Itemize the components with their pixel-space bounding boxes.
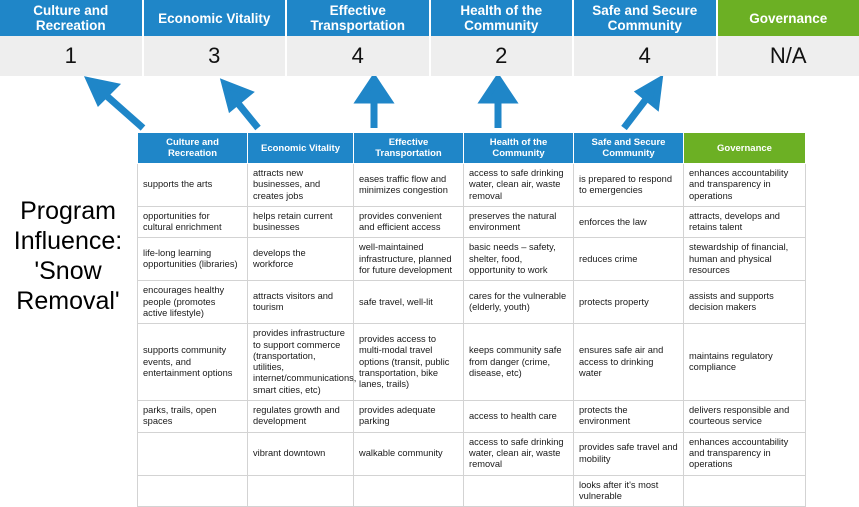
matrix-header-row: Culture and Recreation Economic Vitality… (138, 133, 806, 164)
matrix-cell: helps retain current businesses (248, 206, 354, 238)
scorecard-score-safe-and-secure-community: 4 (574, 36, 718, 76)
caption-line-1: Program (2, 196, 134, 226)
caption-line-3: 'Snow (2, 256, 134, 286)
scorecard-header-health-of-the-community: Health of the Community (431, 0, 575, 36)
matrix-cell: supports community events, and entertain… (138, 324, 248, 401)
scorecard-score-economic-vitality: 3 (144, 36, 288, 76)
matrix-cell: vibrant downtown (248, 432, 354, 475)
table-row: encourages healthy people (promotes acti… (138, 281, 806, 324)
scorecard-score-health-of-the-community: 2 (431, 36, 575, 76)
matrix-cell: cares for the vulnerable (elderly, youth… (464, 281, 574, 324)
matrix-cell: looks after it's most vulnerable (574, 475, 684, 507)
scorecard-header-row: Culture and Recreation Economic Vitality… (0, 0, 859, 36)
program-influence-caption: Program Influence: 'Snow Removal' (2, 196, 134, 316)
matrix-cell (684, 475, 806, 507)
matrix-cell: stewardship of financial, human and phys… (684, 238, 806, 281)
matrix-cell: attracts, develops and retains talent (684, 206, 806, 238)
matrix-cell: eases traffic flow and minimizes congest… (354, 164, 464, 207)
caption-line-2: Influence: (2, 226, 134, 256)
scorecard-header-governance: Governance (718, 0, 859, 36)
matrix-cell: provides convenient and efficient access (354, 206, 464, 238)
matrix-cell: is prepared to respond to emergencies (574, 164, 684, 207)
matrix-cell (354, 475, 464, 507)
arrow-icon-health-of-the-community (484, 79, 512, 128)
matrix-cell: life-long learning opportunities (librar… (138, 238, 248, 281)
influence-matrix: Culture and Recreation Economic Vitality… (137, 132, 805, 507)
matrix-cell: enhances accountability and transparency… (684, 432, 806, 475)
matrix-cell: regulates growth and development (248, 401, 354, 433)
arrow-icon-economic-vitality (225, 84, 258, 128)
matrix-cell (248, 475, 354, 507)
matrix-header-economic-vitality: Economic Vitality (248, 133, 354, 164)
matrix-cell: assists and supports decision makers (684, 281, 806, 324)
arrow-icon-safe-and-secure-community (624, 81, 659, 128)
matrix-header-effective-transportation: Effective Transportation (354, 133, 464, 164)
matrix-header: Culture and Recreation Economic Vitality… (138, 133, 806, 164)
matrix-cell: enhances accountability and transparency… (684, 164, 806, 207)
matrix-cell: provides adequate parking (354, 401, 464, 433)
scorecard-score-effective-transportation: 4 (287, 36, 431, 76)
matrix-header-health-of-the-community: Health of the Community (464, 133, 574, 164)
matrix-cell: well-maintained infrastructure, planned … (354, 238, 464, 281)
matrix-cell: delivers responsible and courteous servi… (684, 401, 806, 433)
matrix-cell (138, 432, 248, 475)
matrix-cell (138, 475, 248, 507)
matrix-cell: protects the environment (574, 401, 684, 433)
table-row: life-long learning opportunities (librar… (138, 238, 806, 281)
influence-matrix-table: Culture and Recreation Economic Vitality… (137, 132, 806, 507)
scorecard-header-safe-and-secure-community: Safe and Secure Community (574, 0, 718, 36)
scorecard-header-economic-vitality: Economic Vitality (144, 0, 288, 36)
matrix-cell: opportunities for cultural enrichment (138, 206, 248, 238)
matrix-cell: protects property (574, 281, 684, 324)
matrix-cell: parks, trails, open spaces (138, 401, 248, 433)
scorecard-header-effective-transportation: Effective Transportation (287, 0, 431, 36)
matrix-cell: ensures safe air and access to drinking … (574, 324, 684, 401)
matrix-cell: supports the arts (138, 164, 248, 207)
matrix-cell (464, 475, 574, 507)
matrix-cell: access to safe drinking water, clean air… (464, 164, 574, 207)
scorecard-header-culture-and-recreation: Culture and Recreation (0, 0, 144, 36)
matrix-cell: walkable community (354, 432, 464, 475)
matrix-cell: attracts visitors and tourism (248, 281, 354, 324)
arrow-icon-effective-transportation (360, 79, 388, 128)
table-row: supports community events, and entertain… (138, 324, 806, 401)
matrix-cell: enforces the law (574, 206, 684, 238)
scorecard-score-row: 1 3 4 2 4 N/A (0, 36, 859, 76)
arrow-layer (0, 76, 859, 132)
table-row: looks after it's most vulnerable (138, 475, 806, 507)
matrix-cell: encourages healthy people (promotes acti… (138, 281, 248, 324)
caption-line-4: Removal' (2, 286, 134, 316)
matrix-header-safe-and-secure-community: Safe and Secure Community (574, 133, 684, 164)
matrix-cell: maintains regulatory compliance (684, 324, 806, 401)
matrix-header-culture-and-recreation: Culture and Recreation (138, 133, 248, 164)
matrix-cell: attracts new businesses, and creates job… (248, 164, 354, 207)
scorecard-strip: Culture and Recreation Economic Vitality… (0, 0, 859, 76)
matrix-cell: preserves the natural environment (464, 206, 574, 238)
matrix-cell: keeps community safe from danger (crime,… (464, 324, 574, 401)
matrix-cell: access to health care (464, 401, 574, 433)
matrix-cell: provides access to multi-modal travel op… (354, 324, 464, 401)
matrix-cell: safe travel, well-lit (354, 281, 464, 324)
matrix-cell: provides safe travel and mobility (574, 432, 684, 475)
matrix-cell: develops the workforce (248, 238, 354, 281)
matrix-cell: provides infrastructure to support comme… (248, 324, 354, 401)
matrix-header-governance: Governance (684, 133, 806, 164)
scorecard-score-culture-and-recreation: 1 (0, 36, 144, 76)
scorecard-score-governance: N/A (718, 36, 859, 76)
matrix-cell: access to safe drinking water, clean air… (464, 432, 574, 475)
matrix-cell: basic needs – safety, shelter, food, opp… (464, 238, 574, 281)
matrix-cell: reduces crime (574, 238, 684, 281)
arrow-icon-culture-and-recreation (90, 81, 143, 128)
